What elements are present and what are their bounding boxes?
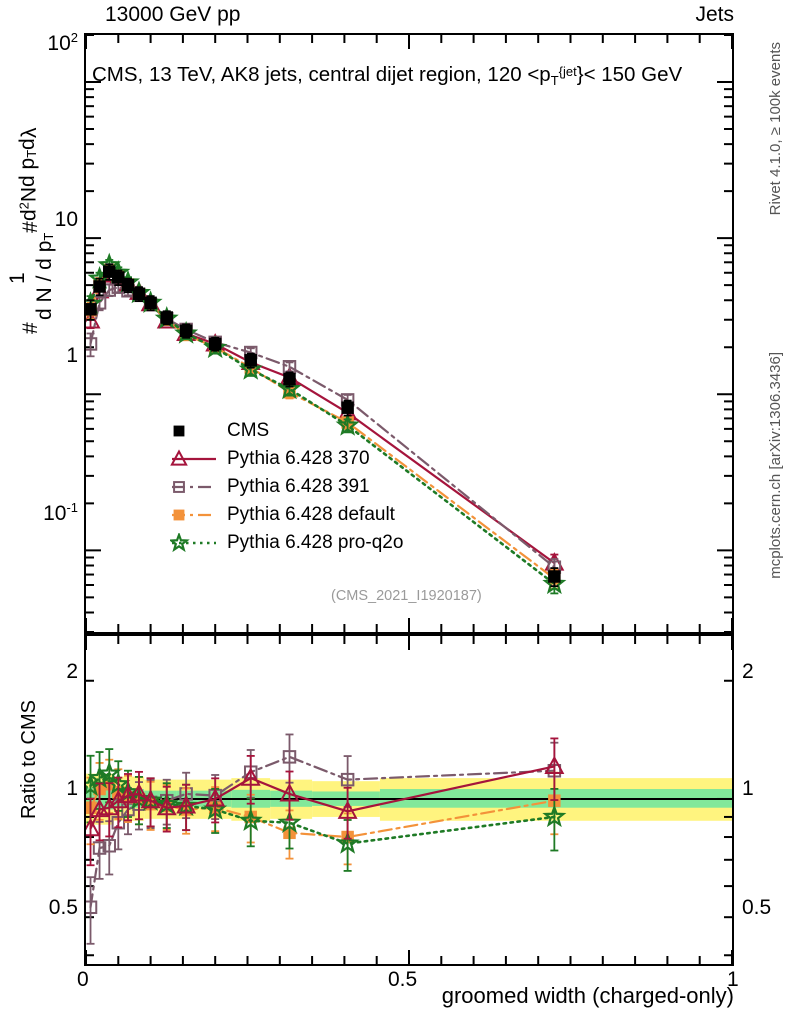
yaxis-dpt-sub: T bbox=[24, 150, 39, 158]
legend-key-star-open-icon bbox=[168, 531, 218, 553]
yaxis-dpt: d p bbox=[16, 157, 39, 188]
process-label: Jets bbox=[695, 3, 734, 26]
x-tick-label-0: 0 bbox=[77, 968, 89, 991]
x-tick-label-1: 1 bbox=[727, 968, 739, 991]
ratio-tick-label-2-left: 2 bbox=[66, 660, 78, 683]
plot-title-suffix: }< 150 GeV bbox=[576, 63, 683, 86]
ratio-y-axis-label: Ratio to CMS bbox=[18, 700, 40, 819]
mcplots-caption: mcplots.cern.ch [arXiv:1306.3436] bbox=[767, 352, 784, 579]
legend-entry-3[interactable]: Pythia 6.428 default bbox=[170, 501, 403, 529]
plot-title: CMS, 13 TeV, AK8 jets, central dijet reg… bbox=[92, 63, 682, 88]
ratio-tick-label-1-left: 1 bbox=[66, 777, 78, 800]
ratio-tick-label-2-right: 2 bbox=[742, 660, 754, 683]
main-plot-canvas bbox=[86, 35, 732, 632]
y-tick-label-1e-1: 10-1 bbox=[43, 500, 78, 525]
legend-entry-0[interactable]: CMS bbox=[170, 417, 403, 445]
legend-label-3: Pythia 6.428 default bbox=[227, 504, 395, 525]
y-axis-label: # 1 d N / d pT # d2N d pT d λ bbox=[2, 34, 58, 334]
plot-title-prefix: CMS, 13 TeV, AK8 jets, central dijet reg… bbox=[92, 63, 551, 86]
legend-entry-4[interactable]: Pythia 6.428 pro-q2o bbox=[168, 529, 404, 557]
analysis-watermark: (CMS_2021_I1920187) bbox=[331, 588, 482, 604]
yaxis-lead-hash: # bbox=[19, 322, 42, 334]
ratio-tick-label-05-right: 0.5 bbox=[742, 896, 772, 919]
yaxis-den-sub: T bbox=[41, 232, 56, 241]
legend-entry-1[interactable]: Pythia 6.428 370 bbox=[170, 445, 403, 473]
legend-key-triangle-open-icon bbox=[170, 449, 218, 469]
legend-label-0: CMS bbox=[227, 420, 270, 441]
yaxis-dlambda-d: d bbox=[16, 138, 39, 151]
legend: CMS Pythia 6.428 370 Pythia 6.428 391 Pythi… bbox=[168, 417, 404, 557]
yaxis-lead-num: 1 bbox=[6, 272, 29, 284]
legend-label-2: Pythia 6.428 391 bbox=[227, 476, 370, 497]
ratio-plot-panel bbox=[84, 634, 734, 966]
plot-title-sup: {jet bbox=[558, 64, 577, 79]
legend-key-square-filled-icon bbox=[170, 505, 218, 525]
legend-key-square-filled-icon bbox=[170, 421, 218, 441]
legend-label-1: Pythia 6.428 370 bbox=[227, 448, 370, 469]
ratio-tick-label-1-right: 1 bbox=[742, 777, 754, 800]
legend-label-4: Pythia 6.428 pro-q2o bbox=[227, 532, 404, 553]
y-tick-label-10: 10 bbox=[54, 208, 78, 231]
main-plot-panel bbox=[84, 33, 734, 634]
x-tick-label-05: 0.5 bbox=[388, 968, 418, 991]
legend-key-square-open-icon bbox=[170, 477, 218, 497]
yaxis-lambda: λ bbox=[18, 127, 41, 139]
beam-energy-label: 13000 GeV pp bbox=[105, 3, 241, 26]
x-axis-label: groomed width (charged-only) bbox=[441, 983, 734, 1008]
yaxis-den-1: d N / d p bbox=[33, 240, 56, 321]
yaxis-num-n: N bbox=[17, 187, 41, 203]
ratio-plot-canvas bbox=[86, 636, 732, 964]
rivet-version-caption: Rivet 4.1.0, ≥ 100k events bbox=[767, 42, 784, 216]
legend-entry-2[interactable]: Pythia 6.428 391 bbox=[170, 473, 403, 501]
ratio-tick-label-05-left: 0.5 bbox=[48, 896, 78, 919]
y-tick-label-1: 1 bbox=[66, 344, 78, 367]
y-tick-label-1e2: 102 bbox=[47, 30, 78, 55]
plot-title-sub: T bbox=[550, 73, 559, 88]
